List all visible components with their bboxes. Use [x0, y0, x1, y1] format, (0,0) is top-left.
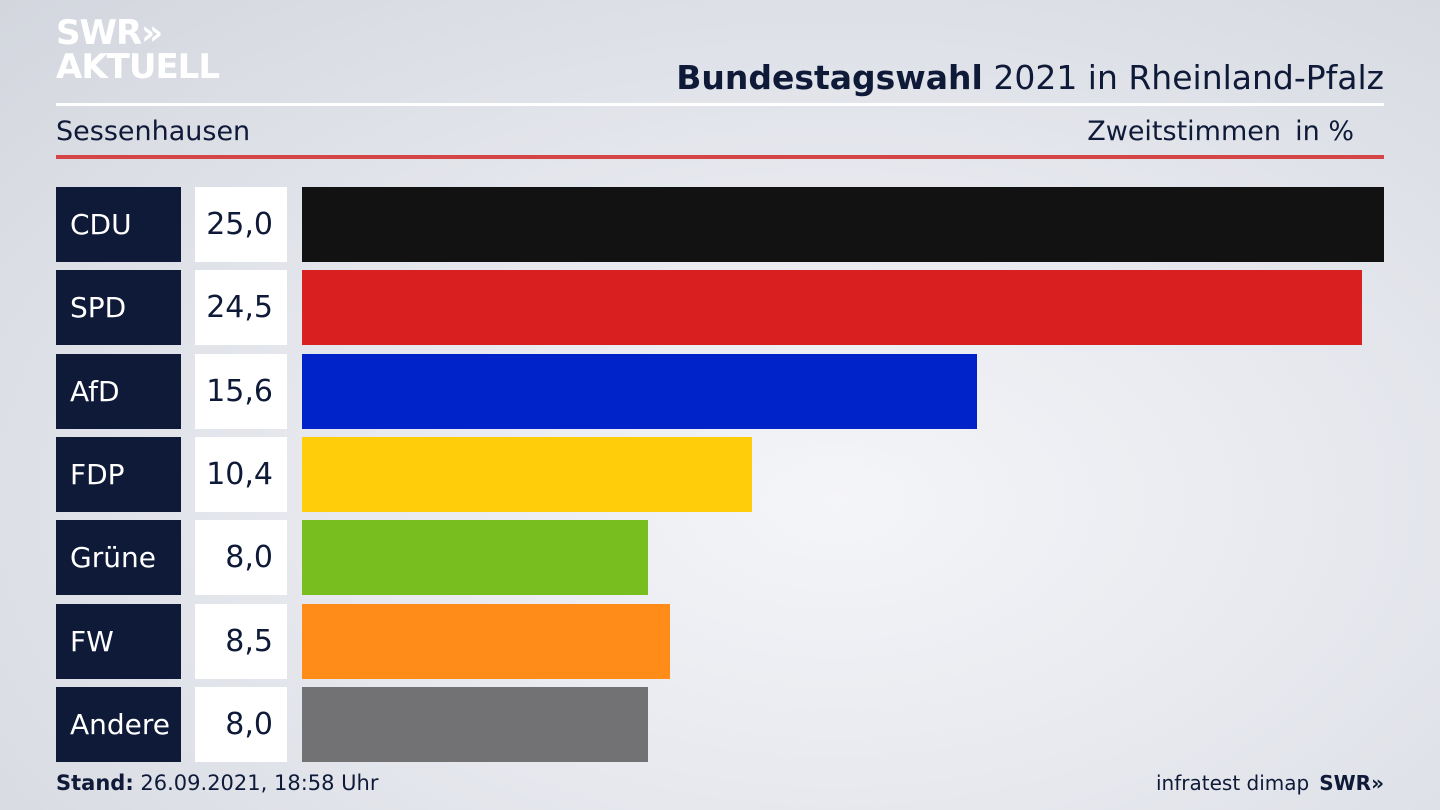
chart-title: Bundestagswahl 2021 in Rheinland-Pfalz	[676, 58, 1384, 97]
logo-line1: SWR»	[56, 13, 163, 53]
bar	[302, 687, 649, 762]
party-label: CDU	[56, 187, 181, 262]
bar	[302, 270, 1363, 345]
party-label: Grüne	[56, 520, 181, 595]
party-label: SPD	[56, 270, 181, 345]
bar-row: SPD 24,5	[56, 270, 1384, 345]
value-label: 8,5	[195, 604, 287, 679]
title-rest: 2021 in Rheinland-Pfalz	[982, 58, 1384, 97]
stand-label: Stand:	[56, 771, 134, 795]
bar-row: CDU 25,0	[56, 187, 1384, 262]
value-label: 8,0	[195, 687, 287, 762]
bar	[302, 187, 1384, 262]
bar	[302, 604, 670, 679]
timestamp: Stand: 26.09.2021, 18:58 Uhr	[56, 771, 379, 795]
party-label: FW	[56, 604, 181, 679]
bar-row: Grüne 8,0	[56, 520, 1384, 595]
source-credit: infratest dimap SWR»	[1156, 771, 1384, 795]
swr-aktuell-logo: SWR» AKTUELL	[56, 13, 220, 87]
value-label: 15,6	[195, 354, 287, 429]
value-label: 25,0	[195, 187, 287, 262]
bar-row: Andere 8,0	[56, 687, 1384, 762]
value-label: 8,0	[195, 520, 287, 595]
party-label: Andere	[56, 687, 181, 762]
unit-label: in %	[1295, 116, 1354, 147]
bar	[302, 437, 753, 512]
party-label: FDP	[56, 437, 181, 512]
bar	[302, 520, 649, 595]
party-label: AfD	[56, 354, 181, 429]
swr-brand: SWR»	[1319, 771, 1384, 795]
bar-row: FW 8,5	[56, 604, 1384, 679]
stand-value: 26.09.2021, 18:58 Uhr	[133, 771, 379, 795]
bar-row: FDP 10,4	[56, 437, 1384, 512]
value-label: 10,4	[195, 437, 287, 512]
bar-row: AfD 15,6	[56, 354, 1384, 429]
source-label: infratest dimap	[1156, 771, 1310, 795]
logo-line2: AKTUELL	[56, 47, 220, 87]
title-divider	[56, 103, 1384, 106]
metric-label: Zweitstimmen	[1087, 116, 1281, 147]
bar	[302, 354, 978, 429]
title-bold: Bundestagswahl	[676, 58, 983, 97]
value-label: 24,5	[195, 270, 287, 345]
place-name: Sessenhausen	[56, 116, 251, 147]
header-divider	[56, 155, 1384, 159]
